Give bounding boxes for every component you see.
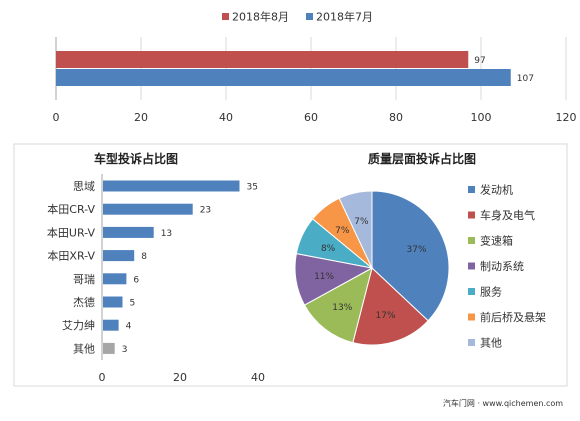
top-tick-label: 0 [53,111,60,124]
pie-slice [338,190,373,269]
vehicle-chart-bars: 思域 35 本田CR-V 23 本田UR-V 13 本田XR-V 8 哥瑞 6 杰德 5 艾力绅 4 其他 3 [47,180,258,355]
top-legend: 2018年8月 2018年7月 [222,10,373,24]
vehicle-category-label: 本田UR-V [47,225,96,239]
pie-legend-label: 变速箱 [480,234,513,248]
pie-legend-label: 其他 [480,337,502,350]
top-bar-value: 107 [517,74,534,84]
top-tick-label: 80 [389,111,403,124]
pie-slice-label: 13% [332,303,352,313]
top-bar-chart: 2018年8月 2018年7月 97 107 0 20 40 60 80 100 120 [53,10,577,125]
pie-slice-label: 7% [335,226,350,236]
vehicle-category-label: 艾力绅 [62,319,95,332]
watermark-text: 汽车门网 · www.qichemen.com [443,398,563,408]
vehicle-bar [103,273,127,285]
vehicle-bar-value: 3 [122,345,128,355]
vehicle-category-label: 杰德 [73,295,95,309]
top-tick-labels: 0 20 40 60 80 100 120 [53,111,577,124]
top-tick-label: 100 [471,111,492,124]
vehicle-bar-value: 13 [161,229,172,239]
pie-legend-swatch [468,237,475,244]
pie-legend-label: 发动机 [480,183,513,197]
vehicle-bar [103,319,119,331]
vehicle-chart-title: 车型投诉占比图 [94,151,178,166]
pie-slice [352,267,429,346]
pie-legend-swatch [468,288,475,295]
pie-legend-swatch [468,313,475,321]
vehicle-bar-value: 35 [247,183,258,193]
pie-legend-label: 制动系统 [480,260,524,273]
pie-slice-label: 17% [376,311,396,321]
pie-legend-label: 车身及电气 [480,208,535,222]
vehicle-bar-value: 8 [141,252,147,262]
top-tick-label: 60 [304,111,318,124]
pie-slice [303,267,373,344]
top-bar [56,51,469,68]
pie-legend-swatch [468,262,475,270]
pie-slice-label: 8% [321,244,336,254]
vehicle-category-label: 其他 [73,342,95,355]
pie-legend-swatch [468,186,475,193]
vehicle-tick-label: 0 [99,371,106,384]
vehicle-category-label: 本田XR-V [47,249,95,263]
vehicle-category-label: 本田CR-V [47,202,95,216]
vehicle-bar-value: 23 [200,206,211,216]
vehicle-bar [103,296,123,308]
legend-swatch [222,13,229,20]
bottom-panel-border [13,143,568,387]
top-tick-label: 40 [219,111,233,124]
vehicle-bar [103,203,193,215]
legend-swatch [306,13,313,20]
pie-legend-label: 服务 [480,286,502,299]
vehicle-chart-grid: 0 20 40 [99,174,265,384]
pie-legend-label: 前后桥及悬架 [480,310,546,324]
vehicle-category-label: 思域 [73,180,95,193]
top-tick-label: 120 [556,111,577,124]
vehicle-bar-value: 5 [130,299,136,309]
vehicle-bar-value: 6 [133,275,139,285]
vehicle-bar-value: 4 [126,322,132,332]
legend-label: 2018年8月 [232,10,289,24]
pie-slice-label: 37% [407,245,427,255]
pie-slice [371,190,450,322]
vehicle-bar [103,342,115,354]
pie-legend-swatch [468,339,475,346]
pie-slice-label: 11% [314,272,334,282]
top-grid [55,37,567,100]
top-bar [56,69,511,86]
pie-slice-label: 7% [354,217,369,227]
vehicle-tick-label: 40 [251,371,265,384]
vehicle-bar [103,180,240,192]
pie-slices: 37% 17% 13% 11% 8% 7% 7% [294,190,450,346]
vehicle-tick-label: 20 [173,371,187,384]
vehicle-category-label: 哥瑞 [73,272,95,286]
top-bars: 97 107 [56,51,534,86]
quality-chart-title: 质量层面投诉占比图 [368,151,476,166]
pie-legend-swatch [468,211,475,219]
vehicle-bar [103,226,154,238]
top-tick-label: 20 [134,111,148,124]
top-bar-value: 97 [474,56,485,66]
vehicle-bar [103,250,135,262]
legend-label: 2018年7月 [316,10,373,24]
quality-complaint-chart: 质量层面投诉占比图 37% 17% 13% 11% 8% 7% 7% 发动机车身及电气变速箱… [294,151,546,350]
